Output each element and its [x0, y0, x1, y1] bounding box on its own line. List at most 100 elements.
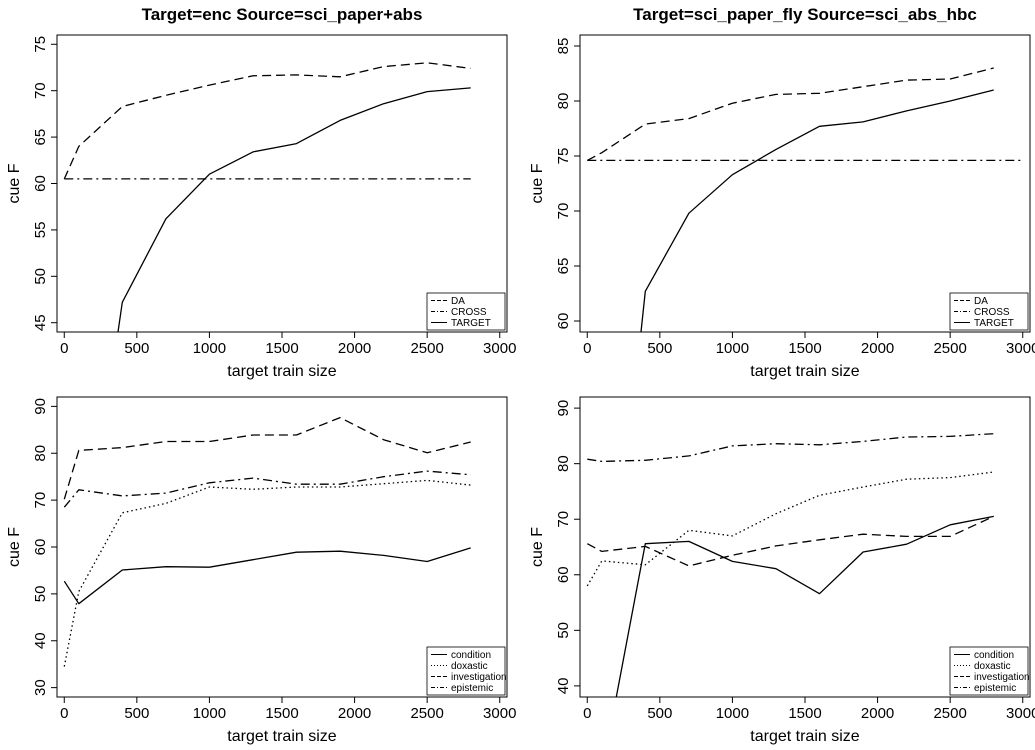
y-tick-label: 80 [555, 93, 572, 110]
y-tick-label: 45 [32, 314, 49, 331]
x-tick-label: 1000 [716, 340, 749, 357]
legend-label-epistemic: epistemic [451, 683, 493, 694]
legend-label-doxastic: doxastic [451, 661, 488, 672]
x-tick-label: 3000 [483, 340, 516, 357]
series-line-investigation [586, 515, 994, 567]
series-line-epistemic [63, 470, 471, 508]
legend-label-investigation: investigation [974, 672, 1030, 683]
y-tick-label: 90 [32, 398, 49, 415]
x-tick-label: 1500 [788, 705, 821, 722]
y-axis-label: cue F [6, 163, 23, 203]
x-tick-label: 1500 [265, 340, 298, 357]
series-group [586, 433, 994, 697]
series-group [586, 67, 1023, 332]
y-tick-label: 50 [32, 586, 49, 603]
y-tick-label: 70 [555, 203, 572, 220]
x-axis-label: target train size [227, 728, 336, 745]
series-line-condition [63, 547, 471, 605]
y-axis-label: cue F [6, 527, 23, 567]
y-tick-label: 75 [555, 148, 572, 165]
y-tick-label: 70 [32, 492, 49, 509]
legend-label-condition: condition [451, 650, 491, 661]
chart-title: Target=enc Source=sci_paper+abs [142, 5, 423, 24]
x-tick-label: 1000 [716, 705, 749, 722]
chart-panel-4: 0 500 1000 1500 2000 2500 3000 40 50 60 70 80 90 targ… [529, 396, 1035, 745]
y-tick-label: 60 [555, 313, 572, 330]
series-group [63, 416, 471, 667]
x-tick-label: 2500 [410, 705, 443, 722]
x-axis-label: target train size [750, 728, 859, 745]
y-tick-label: 90 [555, 400, 572, 417]
y-tick-label: 40 [32, 632, 49, 649]
chart-panel-3: 0 500 1000 1500 2000 2500 3000 30 40 50 60 70 80 90 ta… [6, 396, 516, 745]
y-axis-label: cue F [529, 527, 546, 567]
legend-label-cross: CROSS [974, 307, 1010, 318]
chart-panel-1: Target=enc Source=sci_paper+abs 0 500 1000 1… [6, 5, 516, 380]
x-tick-label: 1000 [193, 705, 226, 722]
x-tick-label: 500 [647, 705, 672, 722]
legend-label-investigation: investigation [451, 672, 507, 683]
legend-label-cross: CROSS [451, 307, 487, 318]
x-tick-label: 2000 [338, 340, 371, 357]
legend-label-da: DA [451, 296, 465, 307]
x-tick-label: 1000 [193, 340, 226, 357]
legend-label-condition: condition [974, 650, 1014, 661]
series-group [63, 62, 471, 332]
series-line-doxastic [586, 471, 994, 587]
series-line-da [586, 67, 994, 161]
series-line-investigation [63, 416, 471, 500]
x-tick-label: 3000 [1006, 340, 1035, 357]
y-tick-label: 60 [32, 175, 49, 192]
x-tick-label: 0 [583, 340, 591, 357]
legend-label-epistemic: epistemic [974, 683, 1016, 694]
x-tick-label: 3000 [483, 705, 516, 722]
series-line-target [117, 87, 471, 332]
y-tick-label: 65 [555, 258, 572, 275]
y-tick-label: 80 [555, 455, 572, 472]
legend-label-da: DA [974, 296, 988, 307]
x-tick-label: 2000 [861, 705, 894, 722]
y-axis-label: cue F [529, 163, 546, 203]
x-tick-label: 2500 [933, 340, 966, 357]
y-tick-label: 70 [32, 82, 49, 99]
x-tick-label: 2500 [933, 705, 966, 722]
y-tick-label: 60 [555, 566, 572, 583]
series-line-epistemic [587, 433, 994, 463]
y-tick-label: 80 [32, 445, 49, 462]
legend-label-target: TARGET [451, 318, 491, 329]
x-tick-label: 1500 [265, 705, 298, 722]
x-tick-label: 0 [60, 340, 68, 357]
x-tick-label: 2000 [861, 340, 894, 357]
x-tick-label: 3000 [1006, 705, 1035, 722]
y-tick-label: 50 [555, 622, 572, 639]
x-axis-label: target train size [227, 363, 336, 380]
y-tick-label: 30 [32, 679, 49, 696]
x-tick-label: 0 [583, 705, 591, 722]
y-tick-label: 50 [32, 268, 49, 285]
series-line-condition [615, 515, 994, 697]
x-tick-label: 500 [124, 340, 149, 357]
chart-title: Target=sci_paper_fly Source=sci_abs_hbc [633, 5, 977, 24]
x-tick-label: 1500 [788, 340, 821, 357]
y-tick-label: 65 [32, 129, 49, 146]
x-tick-label: 2000 [338, 705, 371, 722]
legend-label-target: TARGET [974, 318, 1014, 329]
x-tick-label: 500 [647, 340, 672, 357]
x-tick-label: 0 [60, 705, 68, 722]
y-tick-label: 55 [32, 222, 49, 239]
y-tick-label: 70 [555, 511, 572, 528]
x-tick-label: 500 [124, 705, 149, 722]
chart-panel-2: Target=sci_paper_fly Source=sci_abs_hbc 0… [529, 5, 1035, 380]
plot-frame [56, 34, 508, 333]
series-line-da [63, 62, 471, 180]
series-line-target [640, 89, 994, 332]
x-tick-label: 2500 [410, 340, 443, 357]
series-line-doxastic [63, 479, 471, 667]
y-tick-label: 85 [555, 38, 572, 55]
legend-label-doxastic: doxastic [974, 661, 1011, 672]
